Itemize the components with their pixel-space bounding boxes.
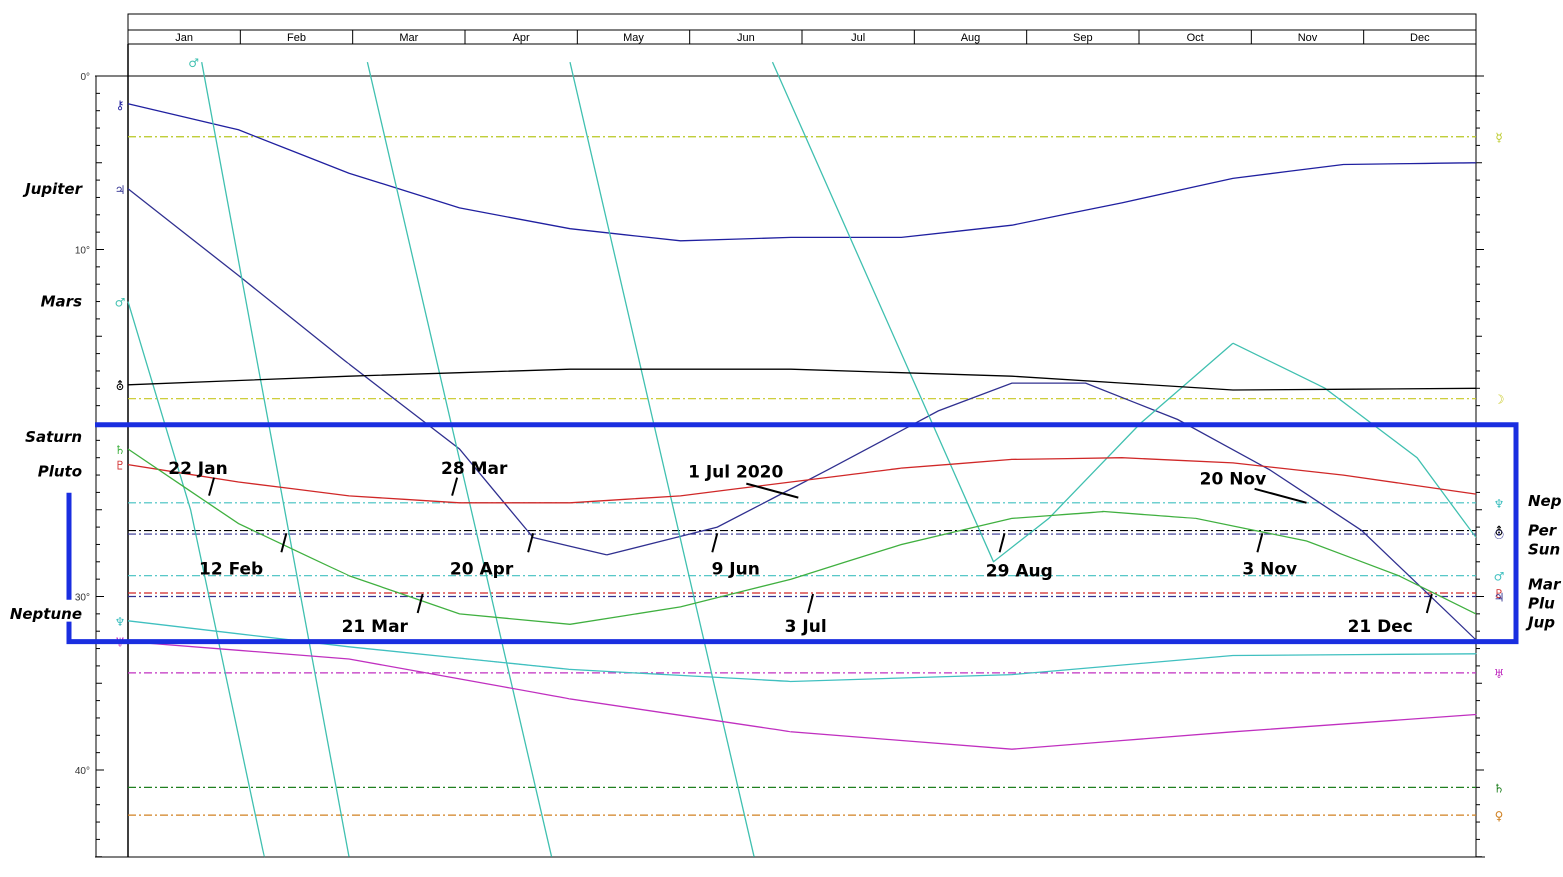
plot-frame: 0° 10° 30° 40°: [75, 44, 1485, 858]
reference-glyph: ⛢: [1495, 525, 1504, 539]
right-label: Plu: [1528, 594, 1555, 612]
annotation-leader: [1254, 487, 1307, 504]
annotation-leader: [1425, 593, 1433, 614]
annotation-label: 3 Jul: [785, 617, 827, 637]
date-annotations: 22 Jan 28 Mar 1 Jul 2020 20 Nov 12 Feb 20 Apr…: [168, 459, 1433, 637]
month-label-jan: Jan: [175, 32, 193, 44]
reference-glyph: ♄: [1494, 781, 1505, 795]
annotation-label: 9 Jun: [712, 560, 760, 580]
reference-glyph: ♀: [1495, 809, 1504, 823]
annotation-label: 20 Nov: [1200, 470, 1267, 490]
reference-glyph: ♇: [1494, 587, 1505, 601]
annotation-leader: [527, 533, 535, 553]
saturn-line: [127, 448, 1477, 625]
reference-glyph: ♆: [1494, 497, 1505, 511]
left-label: Pluto: [38, 463, 82, 481]
neptune-glyph: ♆: [115, 615, 126, 629]
chiron-glyph: ⚷: [116, 98, 125, 112]
month-label-jul: Jul: [851, 32, 865, 44]
neptune-line: [127, 620, 1477, 683]
pluto-glyph: ♇: [115, 459, 126, 473]
left-label: Mars: [41, 293, 82, 311]
highlight-box: [66, 422, 1519, 645]
calendar-header: 2020 JanFebMarAprMayJunJulAugSepOctNovDe…: [127, 13, 1477, 45]
pluto-line: [127, 456, 1477, 504]
annotation-label: 3 Nov: [1242, 560, 1297, 580]
annotation-leader: [451, 477, 459, 496]
annotation-leader: [208, 477, 215, 496]
annotation-label: 12 Feb: [199, 560, 263, 580]
annotation-leader: [280, 533, 288, 553]
annotation-leader: [807, 593, 815, 614]
y-tick-label: 10°: [75, 246, 90, 257]
reference-glyph: ☉: [1494, 528, 1505, 542]
annotation-leader: [746, 482, 799, 499]
month-label-mar: Mar: [399, 32, 418, 44]
y-tick-label: 0°: [80, 72, 90, 83]
reference-glyph: ☽: [1494, 393, 1505, 407]
saturn-glyph: ♄: [115, 443, 126, 457]
annotation-leader: [1256, 533, 1264, 553]
highlight-box-outline: [66, 422, 1519, 645]
month-label-may: May: [623, 32, 644, 44]
reference-glyph: ♂: [1494, 570, 1505, 584]
mars-glyph: ♂: [188, 56, 199, 70]
annotation-label: 28 Mar: [441, 459, 508, 479]
reference-glyph: ♅: [1494, 667, 1505, 681]
month-label-feb: Feb: [287, 32, 306, 44]
month-label-aug: Aug: [961, 32, 981, 44]
right-label: Mar: [1528, 575, 1562, 593]
y-tick-label: 30°: [75, 593, 90, 604]
reference-glyph: ♃: [1494, 591, 1505, 605]
month-label-nov: Nov: [1298, 32, 1318, 44]
annotation-label: 1 Jul 2020: [688, 463, 783, 483]
mars_start-line: [127, 301, 265, 858]
y-tick-label: 40°: [75, 766, 90, 777]
jupiter-line: [127, 188, 1477, 641]
mars-line: [201, 61, 1477, 858]
mars_start-glyph: ♂: [115, 296, 126, 310]
planet-series: [127, 61, 1477, 858]
month-label-oct: Oct: [1187, 32, 1204, 44]
uranus-line: [127, 640, 1477, 750]
right-label: Jup: [1525, 614, 1555, 632]
month-label-jun: Jun: [737, 32, 755, 44]
annotation-label: 21 Mar: [342, 617, 409, 637]
pholus-line: [127, 368, 1477, 391]
pholus-glyph: ⛢: [116, 379, 125, 393]
jupiter-glyph: ♃: [115, 183, 126, 197]
annotation-leader: [416, 593, 424, 614]
annotation-label: 21 Dec: [1348, 617, 1413, 637]
right-label: Nep: [1528, 492, 1562, 510]
chiron-line: [127, 103, 1477, 242]
annotation-leader: [711, 533, 719, 553]
month-label-dec: Dec: [1410, 32, 1430, 44]
reference-lines: [128, 136, 1476, 816]
annotation-label: 20 Apr: [450, 560, 514, 580]
annotation-label: 22 Jan: [168, 459, 227, 479]
right-label: Per: [1528, 522, 1558, 540]
annotation-leader: [998, 533, 1006, 553]
left-label: Jupiter: [22, 180, 83, 198]
month-label-apr: Apr: [513, 32, 530, 44]
right-label: Sun: [1528, 541, 1560, 559]
annotation-label: 29 Aug: [986, 561, 1053, 581]
month-label-sep: Sep: [1073, 32, 1093, 44]
planet-glyphs: ☿☽♆⛢☉♂♇♃♅♄♀⚷♃♂♂⛢♇♄♆♅: [115, 56, 1505, 823]
left-label: Saturn: [25, 428, 82, 446]
left-label: Neptune: [10, 605, 82, 623]
reference-glyph: ☿: [1495, 131, 1502, 145]
